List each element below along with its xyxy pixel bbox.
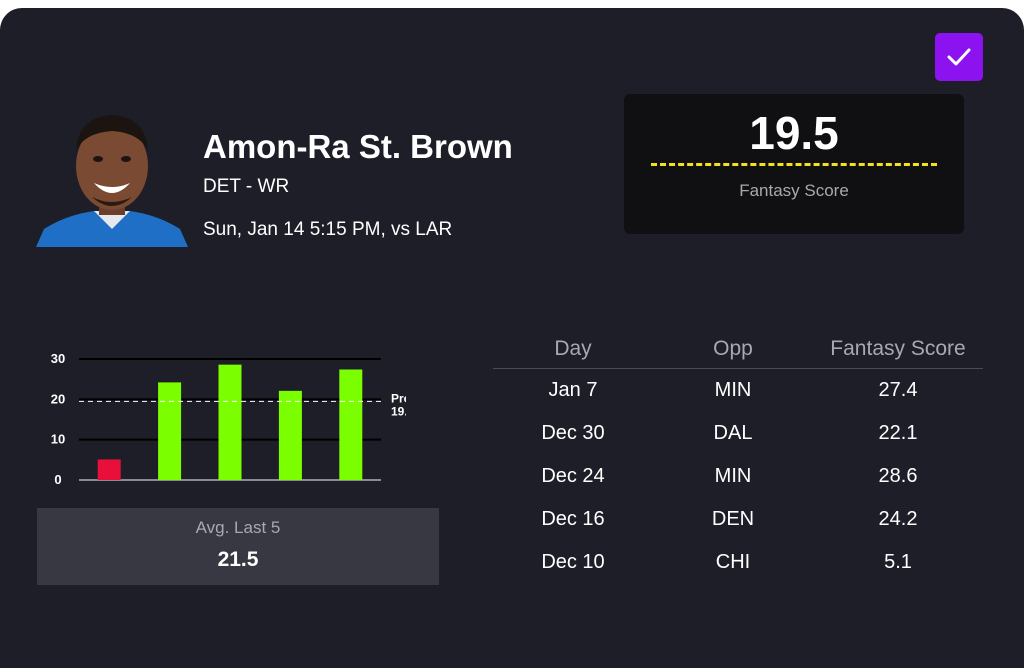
row-opp: MIN xyxy=(714,379,752,401)
table-row: Dec 10 CHI 5.1 xyxy=(493,541,983,584)
row-opp: CHI xyxy=(715,551,751,573)
row-day: Dec 16 xyxy=(541,508,605,530)
projection-reference-label: Proj. xyxy=(391,391,406,405)
team-position: DET - WR xyxy=(203,176,290,197)
chart-bar xyxy=(278,390,302,480)
projection-value: 19.5 xyxy=(749,107,839,159)
row-score: 5.1 xyxy=(884,551,912,573)
chart-bar xyxy=(218,364,242,480)
checkmark-icon xyxy=(947,48,971,66)
average-value: 21.5 xyxy=(217,548,259,571)
row-day: Jan 7 xyxy=(548,379,598,401)
row-score: 22.1 xyxy=(878,422,918,444)
game-info: Sun, Jan 14 5:15 PM, vs LAR xyxy=(203,219,453,240)
row-opp: MIN xyxy=(714,465,752,487)
table-row: Dec 30 DAL 22.1 xyxy=(493,412,983,455)
table-row: Dec 24 MIN 28.6 xyxy=(493,455,983,498)
player-card: Amon-Ra St. Brown DET - WR Sun, Jan 14 5… xyxy=(0,8,1024,668)
recent-scores-chart: 0 10 20 30 Proj. 19.5 xyxy=(51,351,406,487)
row-day: Dec 10 xyxy=(541,551,605,573)
projection-divider xyxy=(651,163,937,166)
y-tick-label: 10 xyxy=(51,432,65,447)
row-score: 24.2 xyxy=(878,508,918,530)
row-score: 27.4 xyxy=(878,379,918,401)
row-day: Dec 24 xyxy=(541,465,605,487)
average-label: Avg. Last 5 xyxy=(195,518,281,537)
row-opp: DEN xyxy=(711,508,755,530)
chart-bar xyxy=(339,369,363,480)
row-day: Dec 30 xyxy=(541,422,605,444)
chart-bar xyxy=(158,382,182,480)
table-row: Dec 16 DEN 24.2 xyxy=(493,498,983,541)
header-day: Day xyxy=(493,330,653,369)
player-name: Amon-Ra St. Brown xyxy=(203,128,513,165)
y-tick-label: 30 xyxy=(51,351,65,366)
player-avatar xyxy=(36,111,188,247)
game-log-table: Day Opp Fantasy Score Jan 7 MIN 27.4 Dec… xyxy=(493,330,983,584)
header-opp: Opp xyxy=(653,330,813,369)
y-tick-label: 0 xyxy=(54,472,61,487)
projection-label: Fantasy Score xyxy=(739,181,849,200)
game-log-header-row: Day Opp Fantasy Score xyxy=(493,330,983,369)
select-pick-button[interactable] xyxy=(935,33,983,81)
header-fantasy-score: Fantasy Score xyxy=(813,330,983,369)
y-tick-label: 20 xyxy=(51,391,65,406)
projection-reference-value: 19.5 xyxy=(391,404,406,418)
chart-bar xyxy=(97,459,121,480)
row-opp: DAL xyxy=(713,422,753,444)
projection-box: 19.5 Fantasy Score xyxy=(624,94,964,234)
average-box: Avg. Last 5 21.5 xyxy=(37,508,439,585)
row-score: 28.6 xyxy=(878,465,918,487)
table-row: Jan 7 MIN 27.4 xyxy=(493,369,983,413)
